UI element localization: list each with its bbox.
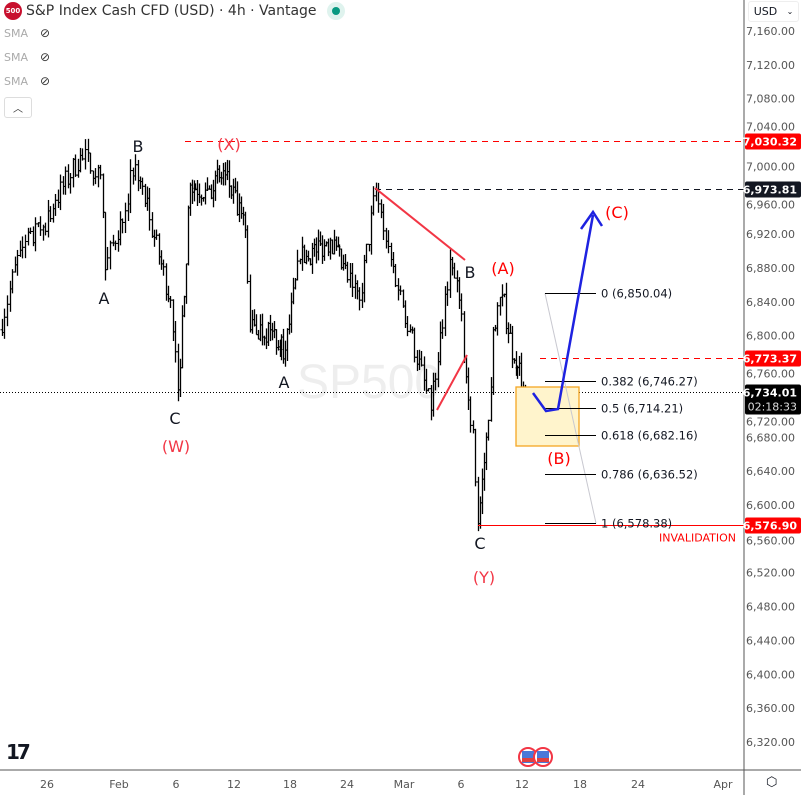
wave-label: (W): [162, 437, 190, 456]
wave-label: A: [279, 373, 290, 392]
price-tick-label: 6,920.00: [746, 228, 795, 241]
time-tick-label: Feb: [109, 778, 128, 791]
price-tick-label: 6,760.00: [746, 368, 795, 381]
ohlc-bars: [0, 138, 528, 532]
symbol-legend: 500 S&P Index Cash CFD (USD) · 4h · Vant…: [4, 2, 345, 20]
wave-label: C: [169, 409, 180, 428]
wave-label: (X): [217, 135, 240, 154]
price-tick-label: 7,080.00: [746, 93, 795, 106]
currency-label: USD: [753, 5, 778, 18]
us-flag-stripe: [522, 758, 534, 762]
fib-level-label: 0 (6,850.04): [601, 287, 672, 301]
price-tick-label: 6,520.00: [746, 567, 795, 580]
trendline-upper: [374, 187, 466, 261]
price-tick-label: 6,480.00: [746, 601, 795, 614]
projection-arrow-head: [579, 209, 604, 230]
price-tick-label: 7,160.00: [746, 25, 795, 38]
price-label-text: 6,734.01: [743, 387, 797, 400]
wave-label: (C): [605, 203, 629, 222]
fib-level-label: 1 (6,578.38): [601, 517, 672, 531]
price-tick-label: 6,960.00: [746, 199, 795, 212]
price-label-badge: [745, 384, 801, 415]
indicator-sma-2[interactable]: SMA ⊘: [4, 50, 50, 64]
price-tick-label: 6,880.00: [746, 262, 795, 275]
trendline-lower: [436, 354, 468, 411]
price-tick-label: 6,320.00: [746, 736, 795, 749]
wave-label: (Y): [473, 568, 495, 587]
price-label-badge: [745, 181, 801, 198]
indicator-label: SMA: [4, 74, 28, 88]
price-tick-label: 7,040.00: [746, 121, 795, 134]
chevron-up-icon: ︿: [13, 104, 23, 115]
time-tick-label: Mar: [394, 778, 415, 791]
price-label-text: 6,973.81: [743, 184, 797, 197]
time-tick-label: 18: [573, 778, 587, 791]
bar-countdown: 02:18:33: [748, 401, 797, 414]
wave-label: B: [465, 263, 476, 282]
price-tick-label: 6,640.00: [746, 465, 795, 478]
price-tick-label: 6,600.00: [746, 499, 795, 512]
time-tick-label: 24: [340, 778, 354, 791]
price-tick-label: 7,000.00: [746, 160, 795, 173]
time-tick-label: 6: [173, 778, 180, 791]
currency-select[interactable]: USD ⌄: [748, 1, 799, 22]
target-zone-box: [515, 386, 580, 447]
indicator-sma-3[interactable]: SMA ⊘: [4, 74, 50, 88]
time-tick-label: 6: [458, 778, 465, 791]
eye-off-icon[interactable]: ⊘: [40, 50, 51, 64]
time-tick-label: 18: [283, 778, 297, 791]
us-flag-stripe: [537, 758, 549, 762]
wave-label: (B): [547, 449, 570, 468]
price-label-text: 7,030.32: [743, 136, 797, 149]
time-tick-label: 12: [227, 778, 241, 791]
indicator-label: SMA: [4, 26, 28, 40]
price-label-text: 6,576.90: [743, 520, 798, 533]
eye-off-icon[interactable]: ⊘: [40, 74, 51, 88]
tradingview-logo[interactable]: 17: [6, 740, 31, 764]
collapse-indicators-button[interactable]: ︿: [4, 97, 32, 118]
eye-off-icon[interactable]: ⊘: [40, 26, 51, 40]
price-tick-label: 6,800.00: [746, 330, 795, 343]
price-tick-label: 6,680.00: [746, 431, 795, 444]
fib-level-label: 0.786 (6,636.52): [601, 468, 698, 482]
price-label-badge: [745, 133, 801, 150]
chevron-down-icon: ⌄: [786, 7, 794, 16]
axis-settings-icon[interactable]: ⬡: [766, 775, 778, 790]
indicator-sma-1[interactable]: SMA ⊘: [4, 26, 50, 40]
market-status-icon: [326, 2, 345, 20]
wave-label: C: [474, 534, 485, 553]
time-tick-label: Apr: [713, 778, 733, 791]
time-tick-label: 24: [631, 778, 645, 791]
price-tick-label: 7,120.00: [746, 59, 795, 72]
wave-label: B: [133, 137, 144, 156]
price-tick-label: 6,560.00: [746, 535, 795, 548]
price-label-text: 6,773.37: [743, 353, 797, 366]
wave-label: (A): [491, 259, 514, 278]
time-tick-label: 12: [515, 778, 529, 791]
price-tick-label: 6,440.00: [746, 634, 795, 647]
invalidation-label: INVALIDATION: [659, 532, 736, 545]
fib-level-label: 0.618 (6,682.16): [601, 429, 698, 443]
price-tick-label: 6,400.00: [746, 668, 795, 681]
price-tick-label: 6,720.00: [746, 416, 795, 429]
price-tick-label: 6,840.00: [746, 296, 795, 309]
price-label-badge: [745, 517, 801, 534]
symbol-logo: 500: [4, 2, 22, 20]
fib-level-label: 0.382 (6,746.27): [601, 375, 698, 389]
fib-level-label: 0.5 (6,714.21): [601, 402, 683, 416]
price-tick-label: 6,360.00: [746, 702, 795, 715]
time-tick-label: 26: [40, 778, 54, 791]
symbol-title[interactable]: S&P Index Cash CFD (USD) · 4h · Vantage: [26, 3, 317, 19]
price-label-badge: [745, 350, 801, 367]
projection-path: [531, 214, 595, 413]
wave-label: A: [99, 289, 110, 308]
indicator-label: SMA: [4, 50, 28, 64]
